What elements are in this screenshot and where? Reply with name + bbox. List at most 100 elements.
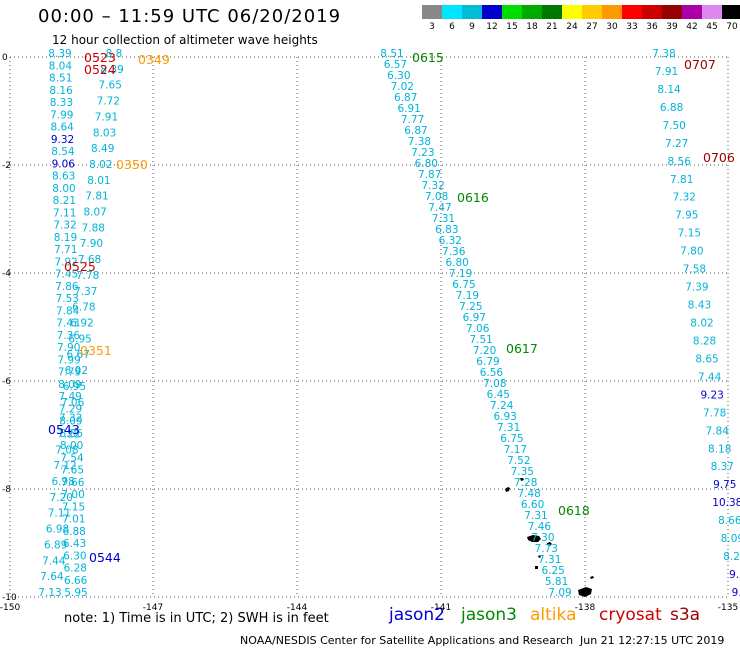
wave-height-label: 7.81 bbox=[85, 191, 108, 203]
wave-height-label: 7.90 bbox=[80, 238, 103, 250]
wave-height-label: 8.14 bbox=[657, 84, 681, 96]
wave-height-label: 7.31 bbox=[524, 510, 547, 522]
wave-height-label: 7.87 bbox=[418, 169, 441, 181]
wave-height-label: 7.58 bbox=[683, 264, 706, 276]
satellite-name: altika bbox=[530, 605, 577, 625]
y-tick-label: -10 bbox=[2, 593, 17, 603]
wave-height-label: 6.25 bbox=[541, 565, 564, 577]
wave-height-label: 7.90 bbox=[57, 342, 80, 354]
wave-height-label: 7.52 bbox=[507, 455, 530, 467]
wave-height-label: 8.19 bbox=[54, 232, 77, 244]
scale-label: 45 bbox=[706, 22, 718, 32]
scale-label: 39 bbox=[666, 22, 678, 32]
satellite-name: jason2 bbox=[389, 605, 445, 625]
pass-time-label: 0543 bbox=[48, 422, 80, 437]
wave-height-label: 7.78 bbox=[703, 407, 726, 419]
wave-height-label: 8.64 bbox=[50, 122, 74, 134]
wave-height-label: 8.43 bbox=[688, 300, 711, 312]
wave-height-label: 7.50 bbox=[662, 120, 685, 132]
satellite-name: s3a bbox=[670, 605, 701, 625]
scale-swatch bbox=[542, 5, 562, 19]
wave-height-label: 7.95 bbox=[675, 210, 698, 222]
x-tick-label: -150 bbox=[0, 603, 20, 613]
wave-height-label: 7.53 bbox=[56, 293, 79, 305]
wave-height-label: 6.66 bbox=[64, 575, 88, 587]
y-tick-label: -8 bbox=[2, 485, 11, 495]
wave-height-label: 8.00 bbox=[52, 183, 75, 195]
wave-height-label: 7.37 bbox=[74, 286, 97, 298]
wave-height-label: 8.18 bbox=[708, 443, 731, 455]
wave-height-label: 8.04 bbox=[49, 60, 73, 72]
pass-time-label: 0349 bbox=[138, 52, 170, 67]
wave-height-label: 7.38 bbox=[408, 136, 431, 148]
pass-time-label: 0707 bbox=[684, 57, 716, 72]
y-tick-label: -6 bbox=[2, 377, 11, 387]
wave-height-label: 7.44 bbox=[698, 371, 722, 383]
pass-time-label: 0544 bbox=[89, 550, 121, 565]
scale-label: 24 bbox=[566, 22, 578, 32]
land-masses bbox=[505, 478, 594, 597]
wave-height-label: 8.21 bbox=[53, 195, 76, 207]
wave-height-label: 7.78 bbox=[76, 270, 99, 282]
wave-height-label: 7.44 bbox=[42, 555, 66, 567]
credit-line: NOAA/NESDIS Center for Satellite Applica… bbox=[240, 634, 574, 647]
wave-height-label: 8.09 bbox=[721, 533, 740, 545]
wave-height-label: 7.20 bbox=[50, 492, 73, 504]
wave-height-label: 8.63 bbox=[52, 171, 75, 183]
wave-height-label: 7.39 bbox=[685, 282, 708, 294]
scale-swatch bbox=[602, 5, 622, 19]
pass-time-label: 0351 bbox=[80, 343, 112, 358]
wave-height-label: 7.32 bbox=[673, 192, 696, 204]
wave-height-label: 7.01 bbox=[62, 514, 85, 526]
wave-height-label: 6.89 bbox=[44, 539, 67, 551]
wave-height-label: 7.84 bbox=[56, 305, 80, 317]
scale-label: 36 bbox=[646, 22, 658, 32]
scale-label: 30 bbox=[606, 22, 618, 32]
wave-height-label: 7.31 bbox=[432, 213, 455, 225]
wave-height-label: 6.95 bbox=[63, 381, 86, 393]
wave-height-label: 8.16 bbox=[49, 85, 73, 97]
wave-height-label: 7.12 bbox=[53, 460, 76, 472]
wave-height-label: 8.66 bbox=[718, 515, 740, 527]
wave-height-label: 6.91 bbox=[397, 103, 420, 115]
wave-height-label: 6.83 bbox=[435, 224, 458, 236]
wave-height-label: 7.20 bbox=[473, 345, 496, 357]
wave-height-label: 9.0 bbox=[732, 587, 740, 599]
page-subtitle: 12 hour collection of altimeter wave hei… bbox=[52, 33, 318, 47]
wave-height-label: 7.65 bbox=[99, 80, 122, 92]
pass-time-label: 0617 bbox=[506, 341, 538, 356]
wave-height-label: 7.72 bbox=[97, 96, 120, 108]
scale-swatch bbox=[482, 5, 502, 19]
wave-height-label: 7.24 bbox=[490, 400, 514, 412]
island bbox=[538, 555, 541, 558]
wave-height-label: 7.31 bbox=[538, 554, 561, 566]
wave-height-label: 8.02 bbox=[89, 159, 112, 171]
wave-height-label: 6.98 bbox=[51, 476, 74, 488]
wave-height-label: 5.95 bbox=[64, 587, 87, 599]
scale-swatch bbox=[662, 5, 682, 19]
track-track-a: 8.398.048.518.168.337.998.649.328.549.06… bbox=[48, 48, 87, 599]
wave-height-label: 7.91 bbox=[95, 111, 118, 123]
wave-height-label: 7.88 bbox=[82, 222, 105, 234]
wave-height-label: 8.00 bbox=[60, 440, 83, 452]
wave-height-label: 7.49 bbox=[58, 391, 81, 403]
scale-swatch bbox=[462, 5, 482, 19]
wave-height-label: 7.64 bbox=[40, 571, 64, 583]
wave-height-label: 7.11 bbox=[53, 207, 76, 219]
wave-height-label: 7.38 bbox=[652, 48, 675, 60]
map-grid bbox=[9, 56, 729, 598]
wave-height-label: 6.80 bbox=[415, 158, 438, 170]
wave-height-label: 7.25 bbox=[459, 301, 482, 313]
scale-swatch bbox=[722, 5, 740, 19]
axis-tick-labels: -150 -147 -144 -141 -138 -135 0 -2 -4 -6 -8 -10 bbox=[0, 53, 738, 613]
scale-swatch bbox=[502, 5, 522, 19]
wave-height-label: 8.65 bbox=[695, 353, 718, 365]
y-tick-label: 0 bbox=[2, 53, 8, 63]
wave-height-label: 7.31 bbox=[497, 422, 520, 434]
wave-height-label: 6.57 bbox=[384, 59, 407, 71]
wave-height-label: 7.11 bbox=[48, 508, 71, 520]
scale-label: 33 bbox=[626, 22, 638, 32]
wave-height-label: 6.75 bbox=[500, 433, 523, 445]
wave-height-label: 8.01 bbox=[87, 175, 110, 187]
